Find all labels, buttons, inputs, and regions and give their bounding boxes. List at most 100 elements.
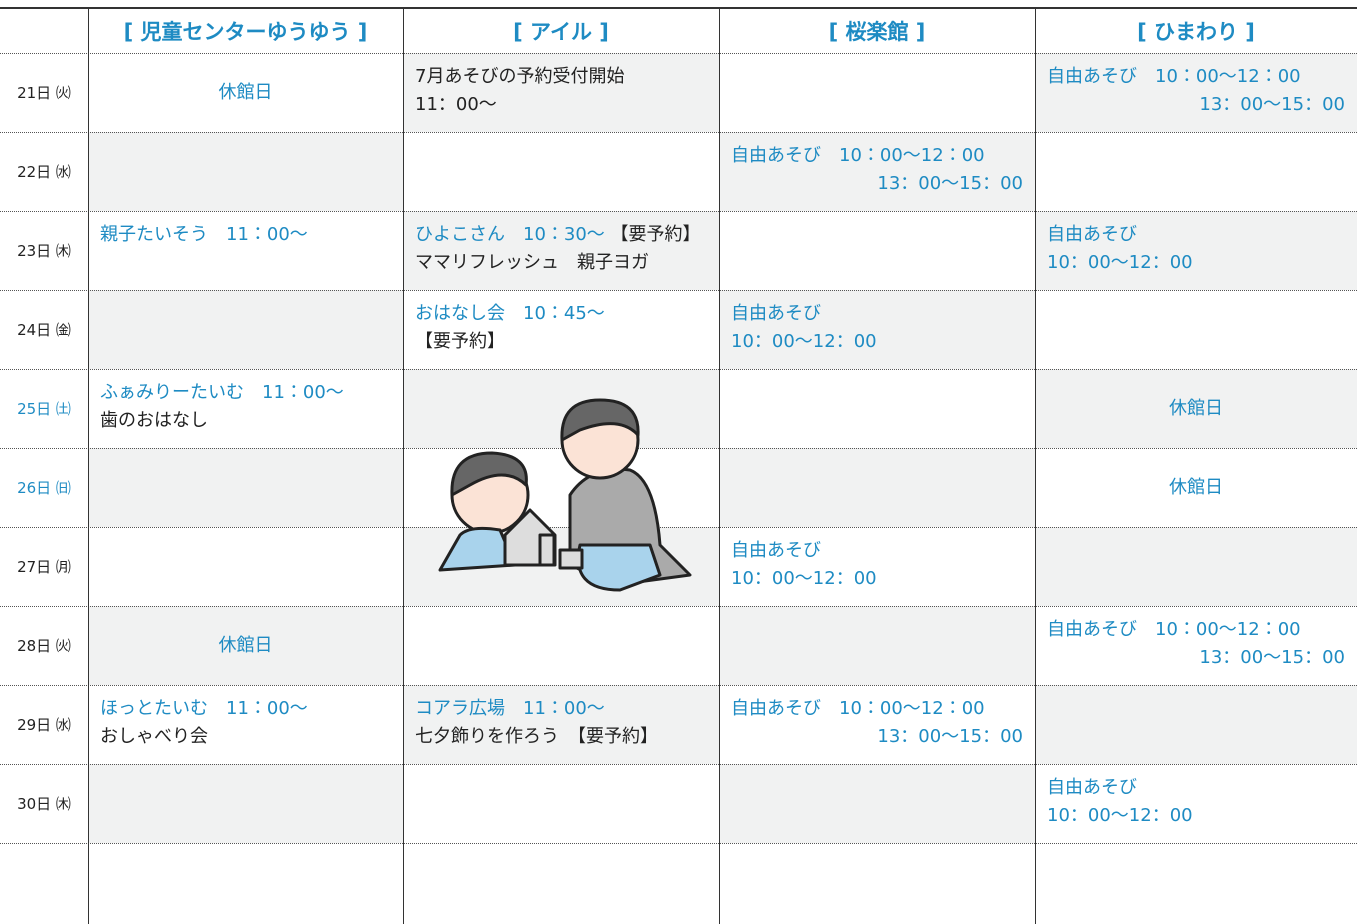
cell: [719, 606, 1035, 685]
cell-text: 自由あそび 10：00〜12：00: [1047, 66, 1301, 87]
cell: 休館日: [88, 53, 403, 132]
day-label: 28日 ㈫: [17, 637, 71, 655]
cell-line: おしゃべり会: [100, 723, 391, 751]
cell-line: 休館日: [1047, 395, 1345, 423]
cell-text: 13：00〜15：00: [1199, 94, 1345, 115]
cell: おはなし会 10：45〜 【要予約】: [403, 290, 719, 369]
cell: 休館日: [1035, 369, 1357, 448]
cell-text: 歯のおはなし: [100, 410, 208, 431]
cell-line: 13：00〜15：00: [1047, 644, 1345, 672]
cell: ひよこさん 10：30〜 【要予約】ママリフレッシュ 親子ヨガ: [403, 211, 719, 290]
cell-text: 【要予約】: [415, 331, 505, 352]
day-label: 21日 ㈫: [17, 84, 71, 102]
cell: 自由あそび 10：00〜12：00 13：00〜15：00: [1035, 53, 1357, 132]
cell-line: コアラ広場 11：00〜: [415, 695, 707, 723]
cell-line: 自由あそび 10：00〜12：00: [731, 142, 1023, 170]
cell: [88, 290, 403, 369]
cell-text: 自由あそび: [731, 540, 821, 561]
cell-text: コアラ広場 11：00〜: [415, 698, 605, 719]
cell-line: 10：00〜12：00: [1047, 249, 1345, 277]
cell: [1035, 290, 1357, 369]
row-divider: [0, 448, 1357, 449]
cell-text: 13：00〜15：00: [877, 173, 1023, 194]
cell-text: ママリフレッシュ 親子ヨガ: [415, 252, 649, 273]
cell-text: 自由あそび: [1047, 224, 1137, 245]
row-divider: [0, 606, 1357, 607]
cell: [719, 53, 1035, 132]
cell-text: 自由あそび: [1047, 777, 1137, 798]
day-label: 26日 ㈰: [17, 479, 71, 497]
cell-text: 休館日: [218, 81, 273, 103]
cell-line: 歯のおはなし: [100, 407, 391, 435]
cell: [88, 132, 403, 211]
cell-text: 親子たいそう 11：00〜: [100, 224, 308, 245]
cell-text: 休館日: [1169, 476, 1223, 498]
cell: [403, 132, 719, 211]
cell-text: 13：00〜15：00: [1199, 647, 1345, 668]
cell-line: 13：00〜15：00: [1047, 91, 1345, 119]
cell-line: 自由あそび 10：00〜12：00: [1047, 63, 1345, 91]
cell-text: 10：00〜12：00: [1047, 252, 1193, 273]
cell-text: ふぁみりーたいむ 11：00〜: [100, 382, 344, 403]
cell-line: 親子たいそう 11：00〜: [100, 221, 391, 249]
cell-text: 【要予約】: [610, 224, 701, 245]
cell-line: 自由あそび: [1047, 221, 1345, 249]
illustration: [438, 398, 692, 592]
row-divider: [0, 132, 1357, 133]
cell-line: 【要予約】: [415, 328, 707, 356]
cell: 自由あそび 10：00〜12：00 13：00〜15：00: [719, 685, 1035, 764]
cell-line: 休館日: [100, 79, 391, 107]
column-divider: [88, 8, 89, 924]
row-divider: [0, 211, 1357, 212]
cell: 自由あそび 10：00〜12：00 13：00〜15：00: [719, 132, 1035, 211]
day-label: 30日 ㈭: [17, 795, 71, 813]
cell: 自由あそび 10：00〜12：00: [719, 290, 1035, 369]
cell: コアラ広場 11：00〜七夕飾りを作ろう 【要予約】: [403, 685, 719, 764]
cell-line: 自由あそび: [1047, 774, 1345, 802]
cell-line: 13：00〜15：00: [731, 723, 1023, 751]
cell-text: 13：00〜15：00: [877, 726, 1023, 747]
cell-text: 10：00〜12：00: [731, 568, 877, 589]
cell-text: ひよこさん 10：30〜: [415, 224, 611, 245]
cell-text: 7月あそびの予約受付開始: [415, 66, 625, 87]
cell-text: 10：00〜12：00: [1047, 805, 1193, 826]
cell-line: 13：00〜15：00: [731, 170, 1023, 198]
column-divider: [403, 8, 404, 924]
cell-text: 10：00〜12：00: [731, 331, 877, 352]
cell: 自由あそび 10：00〜12：00: [719, 527, 1035, 606]
cell-line: ふぁみりーたいむ 11：00〜: [100, 379, 391, 407]
cell: 休館日: [1035, 448, 1357, 527]
day-label: 27日 ㈪: [17, 558, 71, 576]
cell: [719, 369, 1035, 448]
cell: [403, 764, 719, 843]
cell: ほっとたいむ 11：00〜 おしゃべり会: [88, 685, 403, 764]
cell: [88, 448, 403, 527]
cell-text: 自由あそび: [731, 303, 821, 324]
cell: 自由あそび 10：00〜12：00: [1035, 764, 1357, 843]
row-divider: [0, 527, 1357, 528]
cell-line: 10：00〜12：00: [1047, 802, 1345, 830]
column-header: [ 児童センターゆうゆう ]: [123, 20, 368, 44]
cell-line: 自由あそび 10：00〜12：00: [1047, 616, 1345, 644]
row-divider: [0, 764, 1357, 765]
day-label: 29日 ㈬: [17, 716, 71, 734]
cell-line: 自由あそび: [731, 300, 1023, 328]
cell: 休館日: [88, 606, 403, 685]
cell-line: 10：00〜12：00: [731, 565, 1023, 593]
row-divider: [0, 290, 1357, 291]
cell-text: おしゃべり会: [100, 726, 208, 747]
day-label: 23日 ㈭: [17, 242, 71, 260]
column-header: [ 桜楽館 ]: [828, 20, 926, 44]
cell: [88, 527, 403, 606]
cell-text: 自由あそび 10：00〜12：00: [731, 698, 985, 719]
cell-line: 七夕飾りを作ろう 【要予約】: [415, 723, 707, 751]
cell: [719, 211, 1035, 290]
column-divider: [1035, 8, 1036, 924]
cell: [403, 606, 719, 685]
cell-text: 休館日: [1169, 397, 1223, 419]
cell: [1035, 132, 1357, 211]
cell: [719, 764, 1035, 843]
cell-text: 自由あそび 10：00〜12：00: [1047, 619, 1301, 640]
cell-line: 休館日: [1047, 474, 1345, 502]
